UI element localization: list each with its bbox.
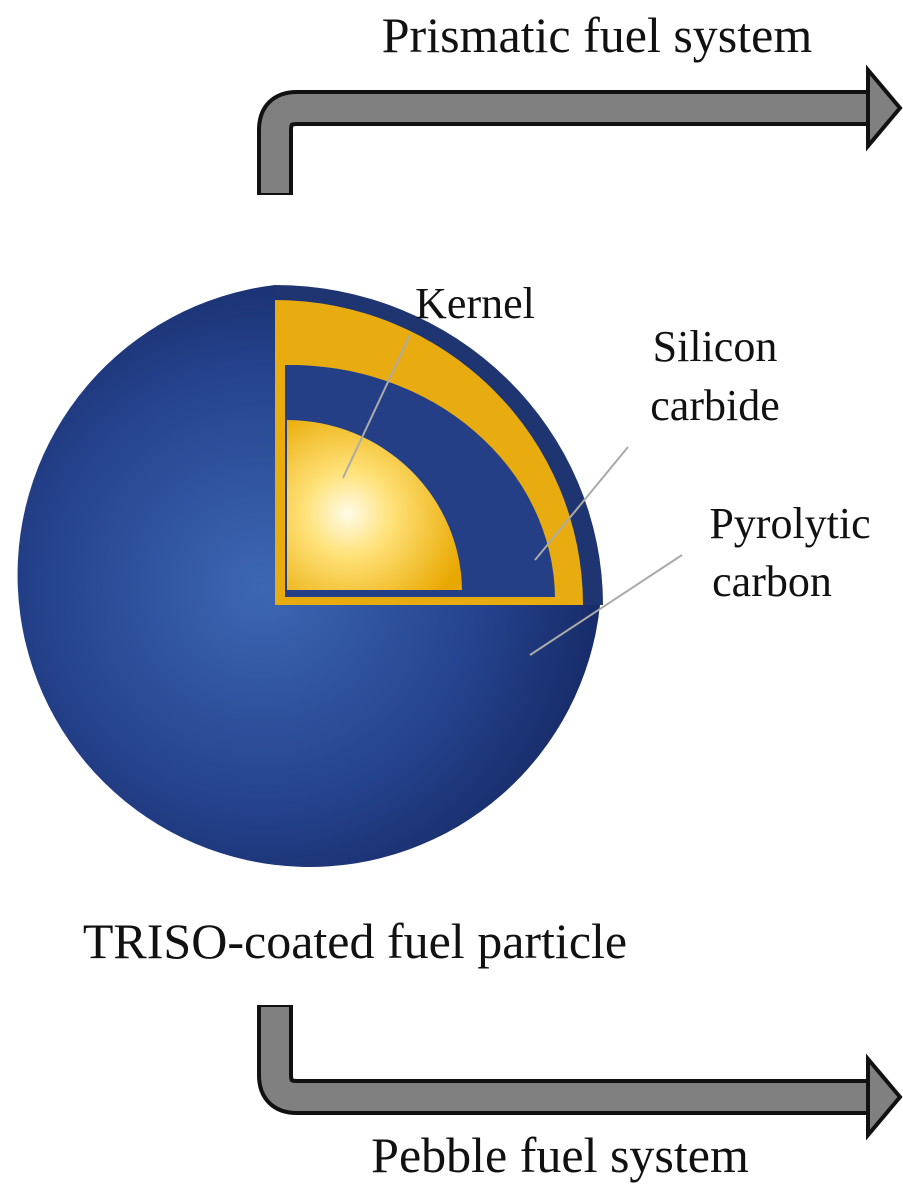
- caption: TRISO-coated fuel particle: [83, 913, 627, 969]
- leader-line: [529, 554, 683, 656]
- layer-label: carbon: [712, 557, 832, 606]
- leader-line: [534, 446, 629, 561]
- outer-sphere: [17, 285, 600, 867]
- layer-label: carbide: [650, 381, 779, 430]
- top-label: Prismatic fuel system: [382, 7, 813, 63]
- bottom-label: Pebble fuel system: [371, 1127, 749, 1183]
- layer-label: Kernel: [415, 279, 535, 328]
- layer-label: Pyrolytic: [709, 499, 870, 548]
- layer-label: Silicon: [653, 322, 778, 371]
- arrow-bottom: [257, 1005, 903, 1141]
- kernel: [287, 420, 462, 590]
- arrow-top: [257, 64, 903, 195]
- leader-line: [342, 334, 411, 479]
